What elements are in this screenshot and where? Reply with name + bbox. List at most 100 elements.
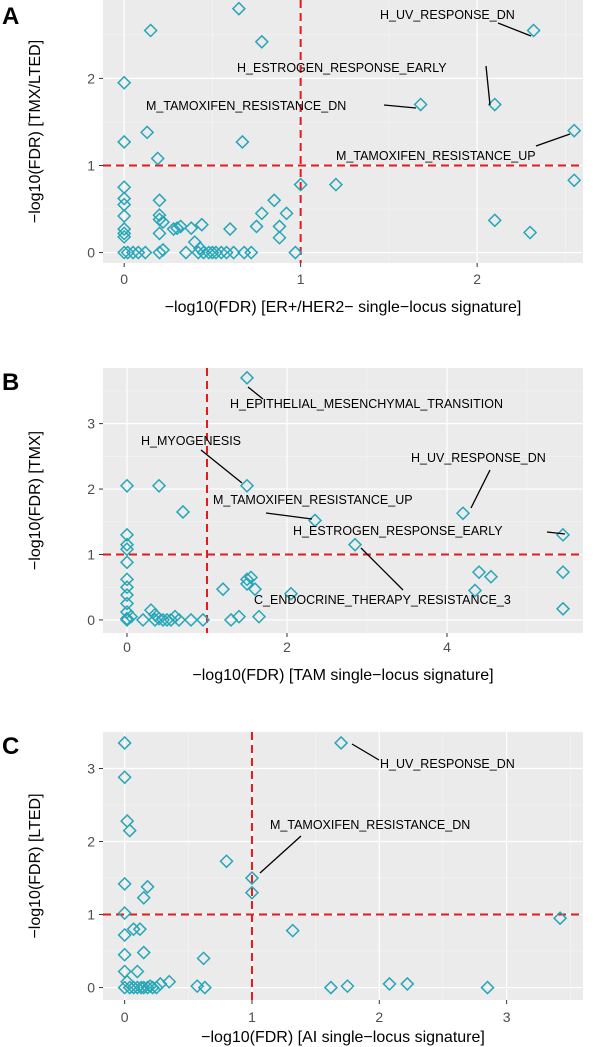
y-tick-label: 1: [87, 546, 95, 562]
x-axis-title: −log10(FDR) [AI single−locus signature]: [201, 1029, 485, 1046]
data-point: [183, 612, 199, 627]
data-point: [150, 151, 165, 166]
y-axis-title: −log10(FDR) [TMX/LTED]: [27, 40, 44, 223]
data-point: [243, 570, 259, 585]
x-tick-label: 2: [473, 271, 481, 287]
panel-letter: C: [2, 733, 19, 760]
data-point: [152, 193, 167, 208]
data-point: [244, 885, 260, 900]
data-point: [382, 976, 397, 991]
data-point: [130, 964, 145, 979]
data-point: [155, 215, 171, 230]
x-tick-label: 2: [283, 639, 291, 655]
annotation-leader: [259, 835, 302, 874]
panel-b: 0 2 4 0 1 2 3 H_EPITHELIAL_MESENCHYMAL_TRANSITI…: [2, 368, 583, 684]
data-point: [151, 478, 167, 493]
panel-letter: A: [2, 3, 19, 30]
data-point: [555, 601, 571, 616]
data-point: [328, 177, 344, 192]
data-point: [231, 609, 247, 624]
data-point: [334, 735, 349, 751]
data-point: [126, 922, 141, 937]
annotation-label: H_ESTROGEN_RESPONSE_EARLY: [237, 61, 447, 75]
panel-letter: B: [2, 369, 19, 396]
data-point: [267, 193, 282, 208]
annotation-leader: [265, 512, 313, 520]
data-point: [155, 242, 171, 257]
x-tick-label: 2: [375, 1009, 383, 1025]
data-point: [235, 134, 250, 150]
data-point: [244, 870, 260, 886]
y-tick-label: 0: [87, 612, 95, 628]
y-tick-label: 3: [87, 416, 95, 432]
x-tick-label: 1: [297, 271, 305, 287]
annotation-leader: [535, 133, 571, 147]
data-point: [400, 976, 415, 991]
data-point: [553, 911, 568, 926]
annotation-label: C_ENDOCRINE_THERAPY_RESISTANCE_3: [254, 593, 511, 607]
data-point: [122, 823, 137, 838]
data-point: [480, 980, 495, 995]
data-point: [152, 226, 167, 241]
data-point: [190, 979, 205, 994]
data-point: [247, 582, 263, 597]
data-point: [135, 612, 151, 627]
data-point: [272, 230, 287, 245]
x-tick-label: 0: [123, 639, 131, 655]
y-tick-label: 2: [87, 481, 95, 497]
data-point: [117, 770, 132, 785]
annotation-label: M_TAMOXIFEN_RESISTANCE_UP: [213, 493, 413, 507]
y-tick-label: 0: [87, 245, 95, 261]
annotation-label: H_UV_RESPONSE_DN: [380, 8, 515, 22]
data-point: [130, 980, 145, 995]
data-point: [254, 34, 269, 49]
y-tick-label: 1: [87, 907, 95, 923]
data-point: [117, 75, 132, 90]
annotation-label: H_MYOGENESIS: [141, 434, 241, 448]
data-point: [140, 125, 155, 140]
data-point: [119, 555, 135, 570]
data-point: [340, 979, 355, 994]
data-point: [119, 611, 135, 626]
data-point: [162, 974, 177, 989]
data-point: [119, 572, 135, 587]
annotation-leader: [546, 531, 566, 535]
data-point: [119, 527, 135, 542]
data-point: [119, 612, 135, 627]
data-point: [347, 537, 363, 552]
data-point: [239, 572, 255, 587]
data-point: [323, 980, 338, 995]
data-point: [117, 208, 132, 224]
data-point: [413, 97, 428, 112]
x-tick-label: 1: [248, 1009, 256, 1025]
data-point: [119, 542, 135, 557]
annotation-leader: [383, 104, 417, 109]
annotation-leader: [497, 22, 532, 37]
annotation-leader: [360, 547, 404, 591]
data-point: [117, 947, 132, 962]
annotation-label: H_EPITHELIAL_MESENCHYMAL_TRANSITION: [230, 397, 503, 411]
data-point: [117, 906, 132, 921]
data-point: [244, 245, 259, 260]
annotation-leader: [351, 743, 380, 761]
x-axis-title: −log10(FDR) [TAM single−locus signature]: [192, 667, 493, 684]
data-point: [117, 876, 132, 891]
data-point: [522, 225, 538, 240]
annotation-label: H_ESTROGEN_RESPONSE_EARLY: [293, 524, 503, 538]
y-tick-label: 0: [87, 980, 95, 996]
data-point: [239, 478, 255, 493]
data-point: [208, 245, 224, 260]
data-point: [197, 980, 212, 995]
data-point: [120, 245, 135, 260]
annotation-label: H_UV_RESPONSE_DN: [411, 451, 546, 465]
annotation-label: M_TAMOXIFEN_RESISTANCE_DN: [270, 818, 470, 832]
x-axis-title: −log10(FDR) [ER+/HER2− single−locus sign…: [165, 299, 522, 316]
data-point: [194, 217, 209, 232]
data-point: [226, 245, 241, 260]
annotation-label: M_TAMOXIFEN_RESISTANCE_UP: [336, 149, 536, 163]
y-tick-label: 2: [87, 70, 95, 86]
data-point: [567, 123, 582, 138]
annotation-leader: [200, 449, 243, 484]
data-point: [279, 206, 294, 221]
data-point: [293, 177, 308, 192]
